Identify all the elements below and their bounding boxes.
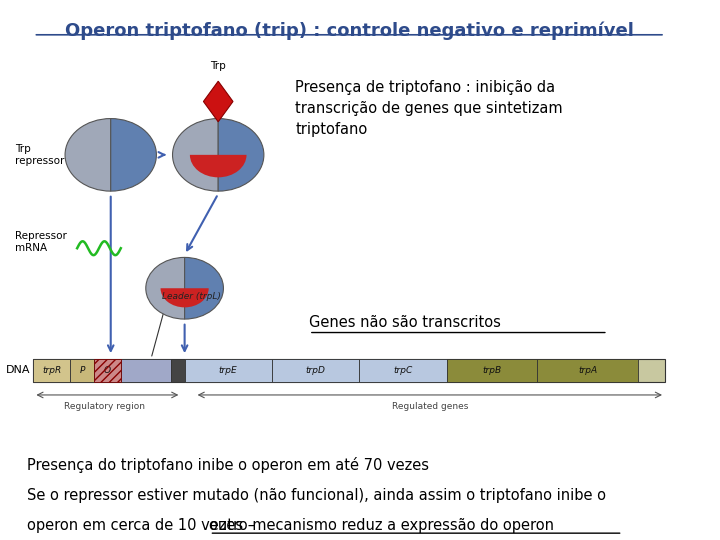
Text: trpC: trpC [393,366,413,375]
Text: operon em cerca de 10 vezes –: operon em cerca de 10 vezes – [27,518,259,533]
Bar [121,359,171,382]
Bar [33,359,71,382]
Bar [94,359,121,382]
Text: Leader (trpL): Leader (trpL) [163,292,221,301]
Text: Repressor
mRNA: Repressor mRNA [14,231,66,253]
Bar [446,359,537,382]
Text: Regulatory region: Regulatory region [63,402,145,411]
Text: Trp: Trp [210,60,226,71]
Text: trpB: trpB [482,366,502,375]
Bar [359,359,446,382]
Text: trpD: trpD [306,366,325,375]
Wedge shape [65,119,111,191]
Text: O: O [104,366,111,375]
Wedge shape [184,258,223,319]
Bar [537,359,638,382]
Text: Trp
repressor: Trp repressor [14,144,64,166]
Wedge shape [145,258,184,319]
Wedge shape [173,119,218,191]
Bar [94,359,121,382]
Text: trpR: trpR [42,366,62,375]
Bar [184,359,272,382]
Text: Genes não são transcritos: Genes não são transcritos [309,315,501,330]
Bar [71,359,94,382]
Wedge shape [111,119,156,191]
Wedge shape [218,119,264,191]
Text: Presença do triptofano inibe o operon em até 70 vezes: Presença do triptofano inibe o operon em… [27,457,429,474]
Bar [33,359,665,382]
Text: P: P [79,366,85,375]
Text: Regulated genes: Regulated genes [392,402,468,411]
Text: outro mecanismo reduz a expressão do operon: outro mecanismo reduz a expressão do ope… [210,518,554,533]
Polygon shape [204,81,233,122]
Wedge shape [161,288,209,307]
Wedge shape [190,155,246,177]
Text: Operon triptofano (trip) : controle negativo e reprimível: Operon triptofano (trip) : controle nega… [65,22,634,40]
Bar [171,359,184,382]
Bar [272,359,359,382]
Text: trpE: trpE [219,366,238,375]
Text: Presença de triptofano : inibição da
transcrição de genes que sintetizam
triptof: Presença de triptofano : inibição da tra… [295,80,563,137]
Text: Se o repressor estiver mutado (não funcional), ainda assim o triptofano inibe o: Se o repressor estiver mutado (não funci… [27,488,606,503]
Text: DNA: DNA [6,365,30,375]
Text: trpA: trpA [578,366,597,375]
